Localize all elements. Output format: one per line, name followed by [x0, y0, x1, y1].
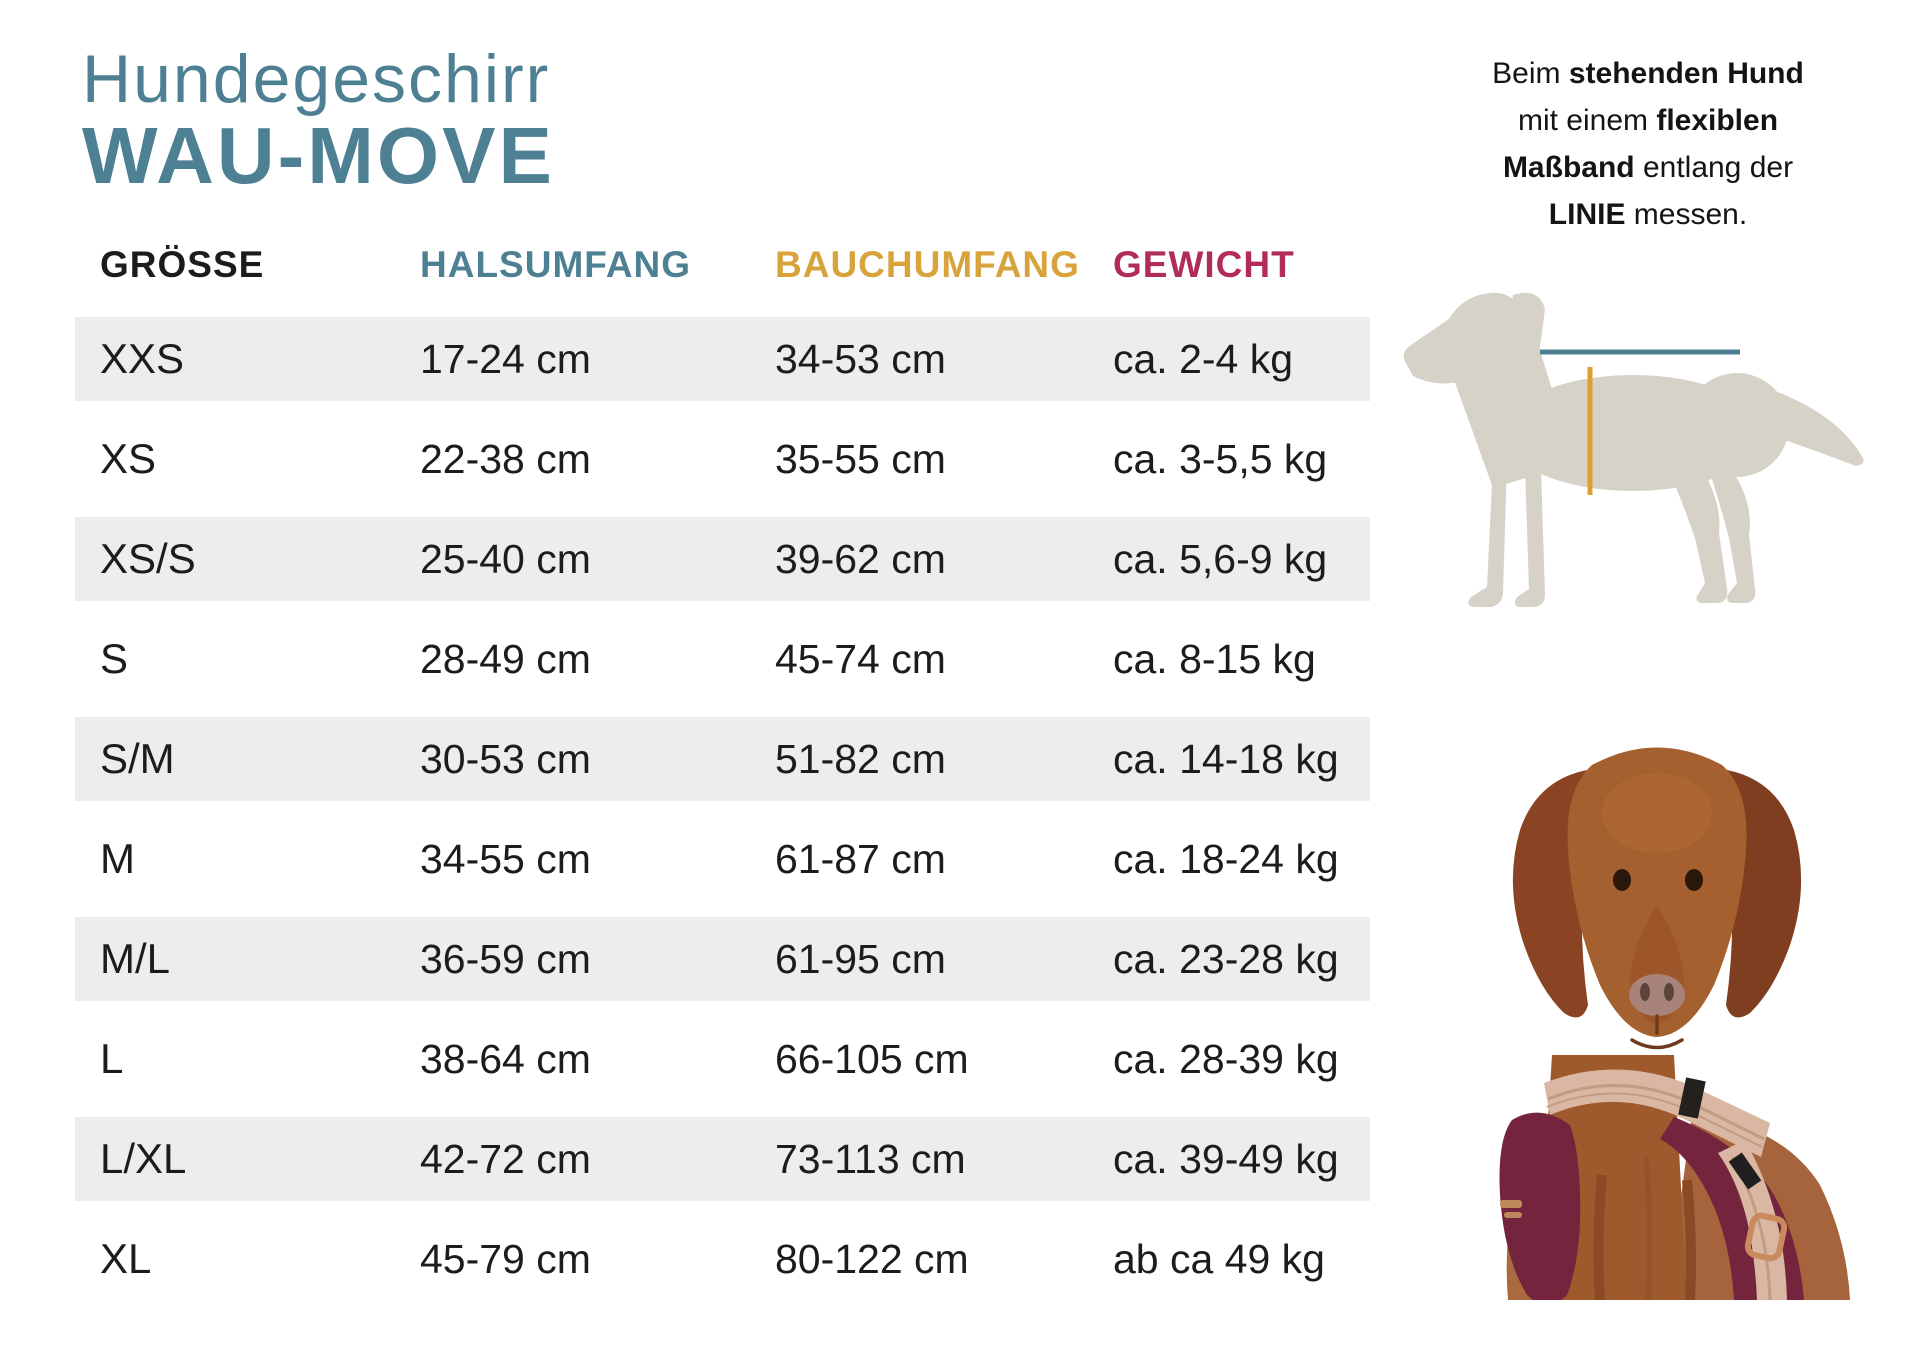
neck-cell: 22-38 cm	[420, 435, 591, 482]
neck-cell: 36-59 cm	[420, 935, 591, 982]
column-header-size: GRÖSSE	[100, 244, 265, 285]
column-header-weight: GEWICHT	[1113, 244, 1295, 285]
weight-cell: ca. 8-15 kg	[1113, 635, 1316, 682]
neck-cell: 34-55 cm	[420, 835, 591, 882]
neck-cell: 30-53 cm	[420, 735, 591, 782]
harness-chest-strap	[1544, 1069, 1770, 1157]
size-cell: XS	[100, 435, 157, 482]
harness-buckle-strap	[1718, 1140, 1788, 1300]
size-cell: L/XL	[100, 1135, 187, 1182]
weight-cell: ca. 2-4 kg	[1113, 335, 1294, 382]
dog-eye-left	[1613, 869, 1631, 891]
weight-cell: ca. 3-5,5 kg	[1113, 435, 1328, 482]
product-name-title: WAU-MOVE	[82, 111, 555, 200]
neck-cell: 28-49 cm	[420, 635, 591, 682]
size-table-rows: XXS 17-24 cm 34-53 cm ca. 2-4 kg XS 22-38 cm 3…	[75, 317, 1370, 1301]
weight-cell: ca. 28-39 kg	[1113, 1035, 1339, 1082]
weight-cell: ca. 18-24 kg	[1113, 835, 1339, 882]
neck-cell: 45-79 cm	[420, 1235, 591, 1282]
belly-cell: 35-55 cm	[775, 435, 946, 482]
table-row: S/M 30-53 cm 51-82 cm ca. 14-18 kg	[75, 717, 1370, 801]
title-block: Hundegeschirr WAU-MOVE	[82, 42, 555, 196]
table-row: XL 45-79 cm 80-122 cm ab ca 49 kg	[75, 1217, 1370, 1301]
measuring-instructions: Beim stehenden Hund mit einem flexiblen Ma…	[1398, 50, 1898, 238]
note-text: Beim	[1492, 57, 1569, 90]
table-row: XS 22-38 cm 35-55 cm ca. 3-5,5 kg	[75, 417, 1370, 501]
table-row: L 38-64 cm 66-105 cm ca. 28-39 kg	[75, 1017, 1370, 1101]
table-row: S 28-49 cm 45-74 cm ca. 8-15 kg	[75, 617, 1370, 701]
dog-eye-right	[1685, 869, 1703, 891]
note-emphasis: stehenden Hund	[1568, 57, 1804, 90]
weight-cell: ca. 39-49 kg	[1113, 1135, 1339, 1182]
dog-wearing-harness-photo	[1499, 747, 1850, 1300]
size-cell: L	[100, 1035, 124, 1082]
belly-cell: 45-74 cm	[775, 635, 946, 682]
note-line: Maßband entlang der	[1398, 144, 1898, 191]
weight-cell: ca. 5,6-9 kg	[1113, 535, 1328, 582]
dog-measurement-silhouette-icon	[1403, 292, 1864, 607]
neck-cell: 42-72 cm	[420, 1135, 591, 1182]
table-row: L/XL 42-72 cm 73-113 cm ca. 39-49 kg	[75, 1117, 1370, 1201]
belly-cell: 66-105 cm	[775, 1035, 969, 1082]
note-text: mit einem	[1517, 104, 1657, 137]
note-text: entlang der	[1634, 151, 1794, 184]
note-emphasis: flexiblen	[1656, 104, 1779, 137]
dog-nose	[1629, 974, 1685, 1016]
note-line: mit einem flexiblen	[1398, 97, 1898, 144]
size-cell: S	[100, 635, 129, 682]
size-table: GRÖSSE HALSUMFANG BAUCHUMFANG GEWICHT XXS 17…	[75, 244, 1370, 1317]
column-header-belly: BAUCHUMFANG	[775, 244, 1080, 285]
neck-cell: 38-64 cm	[420, 1035, 591, 1082]
note-text: messen.	[1625, 198, 1748, 231]
belly-cell: 51-82 cm	[775, 735, 946, 782]
belly-cell: 39-62 cm	[775, 535, 946, 582]
size-cell: XXS	[100, 335, 185, 382]
belly-cell: 73-113 cm	[775, 1135, 966, 1182]
weight-cell: ca. 14-18 kg	[1113, 735, 1339, 782]
belly-cell: 61-95 cm	[775, 935, 946, 982]
note-line: Beim stehenden Hund	[1398, 50, 1898, 97]
belly-cell: 80-122 cm	[775, 1235, 969, 1282]
belly-cell: 61-87 cm	[775, 835, 946, 882]
dog-silhouette-shape	[1403, 292, 1864, 607]
size-cell: XS/S	[100, 535, 196, 582]
neck-cell: 17-24 cm	[420, 335, 591, 382]
table-row: M/L 36-59 cm 61-95 cm ca. 23-28 kg	[75, 917, 1370, 1001]
belly-cell: 34-53 cm	[775, 335, 946, 382]
note-emphasis: LINIE	[1548, 198, 1626, 231]
note-emphasis: Maßband	[1502, 151, 1635, 184]
table-row: M 34-55 cm 61-87 cm ca. 18-24 kg	[75, 817, 1370, 901]
table-row: XS/S 25-40 cm 39-62 cm ca. 5,6-9 kg	[75, 517, 1370, 601]
column-header-neck: HALSUMFANG	[420, 244, 692, 285]
size-cell: S/M	[100, 735, 175, 782]
product-type-title: Hundegeschirr	[82, 41, 551, 117]
size-table-header: GRÖSSE HALSUMFANG BAUCHUMFANG GEWICHT	[75, 244, 1370, 285]
size-cell: M/L	[100, 935, 171, 982]
size-cell: XL	[100, 1235, 152, 1282]
weight-cell: ca. 23-28 kg	[1113, 935, 1339, 982]
note-line: LINIE messen.	[1398, 191, 1898, 238]
neck-cell: 25-40 cm	[420, 535, 591, 582]
table-row: XXS 17-24 cm 34-53 cm ca. 2-4 kg	[75, 317, 1370, 401]
size-cell: M	[100, 835, 135, 882]
dog-head	[1512, 747, 1802, 1050]
weight-cell: ab ca 49 kg	[1113, 1235, 1325, 1282]
